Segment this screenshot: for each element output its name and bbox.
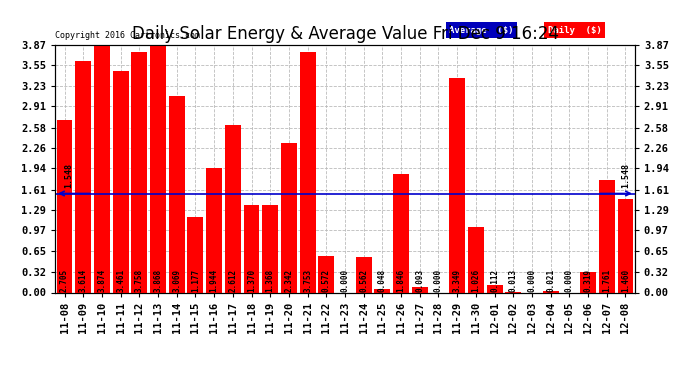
Text: 3.069: 3.069 (172, 269, 181, 292)
Bar (75, 62, 91, 292)
Text: 1.460: 1.460 (621, 269, 630, 292)
Text: 0.572: 0.572 (322, 269, 331, 292)
Text: 1.846: 1.846 (397, 269, 406, 292)
Text: 3.349: 3.349 (453, 269, 462, 292)
Text: 2.705: 2.705 (60, 269, 69, 292)
Bar (318, 256, 334, 292)
Text: 1.548: 1.548 (63, 164, 72, 188)
Text: 3.753: 3.753 (303, 269, 312, 292)
Text: 0.013: 0.013 (509, 269, 518, 292)
Text: 0.093: 0.093 (415, 269, 424, 292)
Text: 0.000: 0.000 (340, 269, 350, 292)
Text: 1.026: 1.026 (471, 269, 480, 292)
Text: Daily  ($): Daily ($) (548, 26, 602, 34)
Text: 0.000: 0.000 (434, 269, 443, 292)
Text: 1.548: 1.548 (621, 164, 630, 188)
Text: 0.562: 0.562 (359, 269, 368, 292)
Text: 3.874: 3.874 (97, 269, 106, 292)
Text: 0.021: 0.021 (546, 269, 555, 292)
Bar (599, 180, 615, 292)
Text: Copyright 2016 Cartronics.com: Copyright 2016 Cartronics.com (55, 31, 200, 40)
Text: 0.112: 0.112 (490, 269, 499, 292)
Bar (468, 227, 484, 292)
Text: 3.758: 3.758 (135, 269, 144, 292)
Bar (169, 96, 185, 292)
Bar (262, 205, 278, 292)
Bar (206, 168, 222, 292)
Bar (188, 217, 204, 292)
Bar (57, 120, 72, 292)
Bar (244, 205, 259, 292)
Text: 3.461: 3.461 (116, 269, 125, 292)
Text: 3.614: 3.614 (79, 269, 88, 292)
Text: 1.944: 1.944 (210, 269, 219, 292)
Text: 1.370: 1.370 (247, 269, 256, 292)
Bar (299, 53, 315, 292)
Bar (393, 174, 409, 292)
Text: 1.761: 1.761 (602, 269, 611, 292)
Text: 2.342: 2.342 (284, 269, 293, 292)
Text: 0.048: 0.048 (378, 269, 387, 292)
Bar (486, 285, 502, 292)
Bar (225, 126, 241, 292)
Text: 2.612: 2.612 (228, 269, 237, 292)
Bar (150, 45, 166, 292)
Bar (618, 199, 633, 292)
Text: Average  ($): Average ($) (449, 26, 514, 34)
Bar (543, 291, 559, 292)
Text: 0.319: 0.319 (584, 269, 593, 292)
Bar (412, 286, 428, 292)
Title: Daily Solar Energy & Average Value Fri Dec 9 16:24: Daily Solar Energy & Average Value Fri D… (132, 26, 558, 44)
Text: 0.000: 0.000 (565, 269, 574, 292)
Bar (112, 71, 128, 292)
Bar (375, 290, 391, 292)
Text: 1.368: 1.368 (266, 269, 275, 292)
Text: 0.000: 0.000 (527, 269, 536, 292)
Bar (356, 256, 372, 292)
Bar (94, 45, 110, 292)
Bar (131, 52, 147, 292)
Text: 3.868: 3.868 (154, 269, 163, 292)
Bar (580, 272, 596, 292)
Bar (449, 78, 465, 292)
Bar (281, 143, 297, 292)
Text: 1.177: 1.177 (191, 269, 200, 292)
